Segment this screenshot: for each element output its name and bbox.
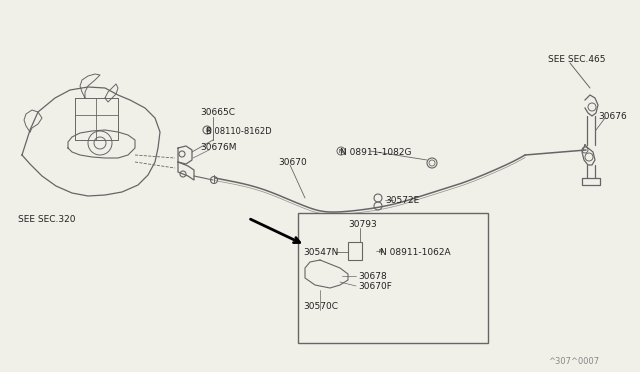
Text: SEE SEC.320: SEE SEC.320 [18, 215, 76, 224]
Text: 30678: 30678 [358, 272, 387, 281]
Text: N: N [339, 149, 343, 154]
Text: N 08911-1062A: N 08911-1062A [380, 248, 451, 257]
Text: 30670: 30670 [278, 158, 307, 167]
Text: 30670F: 30670F [358, 282, 392, 291]
Text: N 08911-1082G: N 08911-1082G [340, 148, 412, 157]
Text: N: N [379, 249, 383, 254]
Bar [298, 213, 488, 343]
Text: 30570C: 30570C [303, 302, 338, 311]
Text: SEE SEC.465: SEE SEC.465 [548, 55, 605, 64]
Text: 30665C: 30665C [200, 108, 235, 117]
Text: 30793: 30793 [348, 220, 377, 229]
Text: B 08110-8162D: B 08110-8162D [206, 127, 271, 136]
Text: 30572E: 30572E [385, 196, 419, 205]
Bar [348, 242, 362, 260]
Text: B: B [205, 128, 209, 133]
Text: 30676M: 30676M [200, 143, 237, 152]
Text: ^307^0007: ^307^0007 [548, 357, 599, 366]
Text: 30547N: 30547N [303, 248, 339, 257]
Text: 30676: 30676 [598, 112, 627, 121]
